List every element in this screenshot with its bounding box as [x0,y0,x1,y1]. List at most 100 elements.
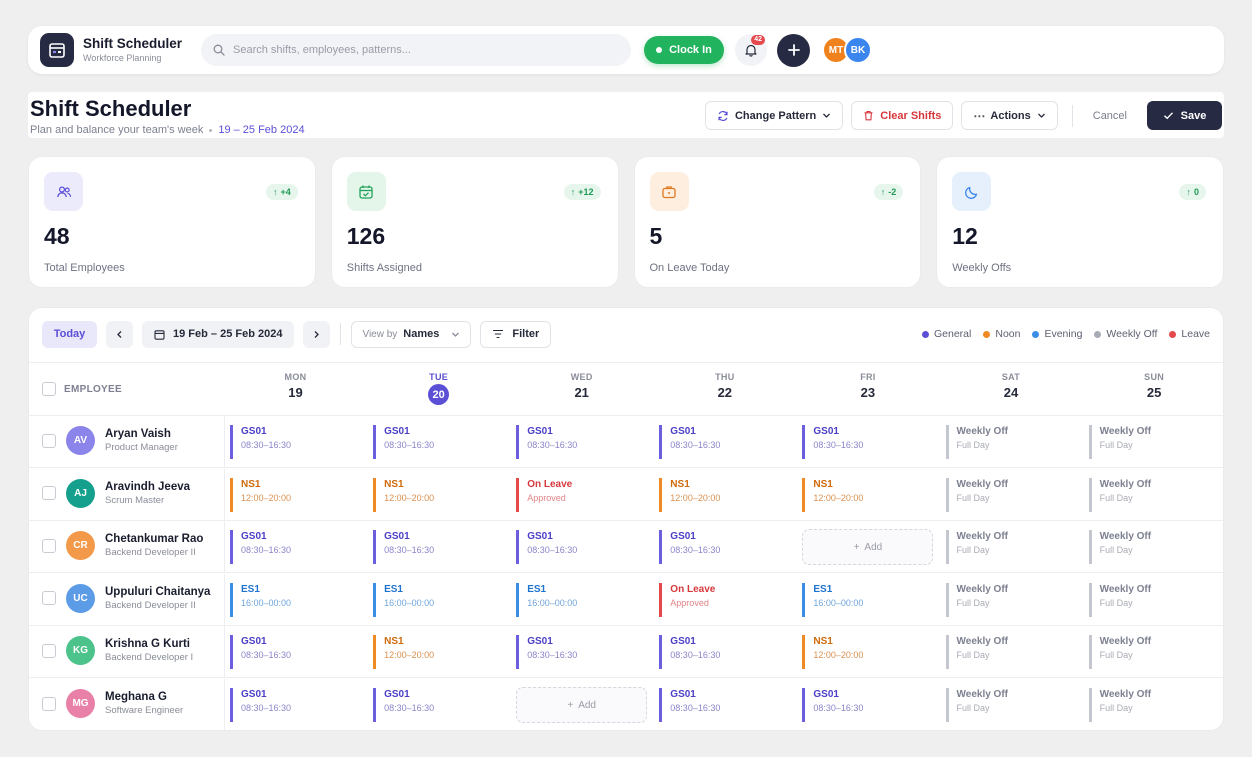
shift-cell[interactable]: GS01 08:30–16:30 [373,425,503,459]
employee-row: AV Aryan Vaish Product Manager GS01 08:30–16… [29,416,1223,468]
shift-cell[interactable]: GS01 08:30–16:30 [230,425,360,459]
search-box[interactable] [201,34,631,66]
today-button[interactable]: Today [42,320,97,348]
day-number: 20 [428,384,450,405]
save-button[interactable]: Save [1147,101,1222,130]
shift-code: Weekly Off [1099,531,1152,543]
change-pattern-button[interactable]: Change Pattern [704,101,844,130]
shift-cell[interactable]: GS01 08:30–16:30 [802,688,932,722]
filter-button[interactable]: Filter [480,320,552,348]
app-subtitle: Workforce Planning [83,53,162,63]
shift-cell[interactable]: GS01 08:30–16:30 [373,530,503,565]
row-checkbox[interactable] [42,433,56,448]
calendar-check-icon [346,172,386,211]
next-week-button[interactable] [303,320,331,348]
user-avatars: MT BK [822,36,872,64]
notifications-button[interactable]: 42 [735,34,767,66]
employee-info: Uppuluri Chaitanya Backend Developer II [105,585,210,612]
shift-cell[interactable]: Weekly Off Full Day [945,477,1076,512]
shift-cell[interactable]: Weekly Off Full Day [945,688,1076,722]
actions-button[interactable]: ⋯ Actions [961,101,1058,130]
shift-time: 08:30–16:30 [241,440,292,450]
row-checkbox[interactable] [42,696,56,711]
shift-cell[interactable]: Weekly Off Full Day [1088,688,1219,722]
shift-cell[interactable]: GS01 08:30–16:30 [659,688,789,722]
week-range: 19 – 25 Feb 2024 [218,124,305,136]
shift-time: 12:00–20:00 [384,650,435,661]
shift-code: NS1 [384,478,404,490]
clock-in-button[interactable]: Clock In [644,36,724,64]
shift-cell[interactable]: ES1 16:00–00:00 [373,582,503,617]
employee-name: Chetankumar Rao [105,533,204,546]
chevron-down-icon [823,113,831,118]
shift-cell[interactable]: NS1 12:00–20:00 [802,635,932,670]
date-range-picker[interactable]: 19 Feb – 25 Feb 2024 [142,320,295,348]
shift-cell[interactable]: Weekly Off Full Day [1088,635,1219,670]
shift-cell[interactable]: Weekly Off Full Day [945,425,1076,459]
row-checkbox[interactable] [42,486,56,501]
shift-code: NS1 [813,636,833,648]
shift-cell[interactable]: Weekly Off Full Day [1088,477,1219,512]
shift-cell[interactable]: ES1 16:00–00:00 [802,582,932,617]
shift-cell[interactable]: Weekly Off Full Day [1088,582,1219,617]
legend-label: Noon [995,328,1021,340]
grid-header: EMPLOYEE MON 19 TUE 20 WED 21 THU 22 FRI 23 SAT 24 S… [29,362,1223,416]
prev-week-button[interactable] [106,320,133,348]
avatar: AJ [66,478,95,508]
shift-time: 08:30–16:30 [813,440,864,450]
page-header: Shift Scheduler Plan and balance your te… [28,92,1224,138]
shift-cell[interactable]: GS01 08:30–16:30 [802,425,932,459]
shift-cell[interactable]: GS01 08:30–16:30 [230,530,360,565]
shift-cell[interactable]: NS1 12:00–20:00 [373,477,503,512]
shift-cell[interactable]: GS01 08:30–16:30 [516,425,646,459]
clear-shifts-button[interactable]: Clear Shifts [851,101,954,130]
shift-cell[interactable]: NS1 12:00–20:00 [373,635,503,670]
shift-time: 08:30–16:30 [527,650,578,661]
add-button[interactable] [777,33,810,67]
user-avatar[interactable]: MT [822,36,850,64]
shift-code: Weekly Off [1099,636,1152,648]
employee-row: KG Krishna G Kurti Backend Developer I GS01… [29,626,1223,679]
shift-cell[interactable]: Weekly Off Full Day [945,582,1076,617]
search-input[interactable] [233,44,593,56]
shift-cell[interactable]: ES1 16:00–00:00 [516,582,646,617]
day-name: SAT [1001,372,1021,382]
shift-cell[interactable]: GS01 08:30–16:30 [659,530,789,565]
shift-cell[interactable]: Weekly Off Full Day [1088,530,1219,565]
row-checkbox[interactable] [42,591,56,606]
employee-column-header: EMPLOYEE [42,382,122,396]
add-shift-slot[interactable]: + Add [516,687,648,723]
employee-info: Chetankumar Rao Backend Developer II [105,532,203,559]
shift-cell[interactable]: Weekly Off Full Day [1088,425,1219,459]
shift-time: Full Day [1099,492,1133,503]
shift-time: 16:00–00:00 [384,597,435,608]
shift-cell[interactable]: On Leave Approved [659,582,789,617]
select-all-checkbox[interactable] [42,382,56,396]
clock-in-label: Clock In [669,44,712,56]
shift-cell[interactable]: NS1 12:00–20:00 [802,477,932,512]
row-checkbox[interactable] [42,538,56,553]
shift-cell[interactable]: Weekly Off Full Day [945,635,1076,670]
shift-cell[interactable]: NS1 12:00–20:00 [659,477,789,512]
shift-cell[interactable]: GS01 08:30–16:30 [659,635,789,670]
legend-dot-icon [1094,330,1102,338]
shift-cell[interactable]: GS01 08:30–16:30 [373,688,503,722]
view-by-select[interactable]: View by Names [351,320,472,348]
cancel-button[interactable]: Cancel [1085,110,1147,122]
stat-delta-value: 0 [1193,187,1199,197]
day-header-thu: THU 22 [653,372,796,400]
shift-cell[interactable]: NS1 12:00–20:00 [230,477,360,512]
shift-cell[interactable]: GS01 08:30–16:30 [230,688,360,722]
row-checkbox[interactable] [42,643,56,658]
shift-cell[interactable]: Weekly Off Full Day [945,530,1076,565]
employee-name: Krishna G Kurti [105,638,190,651]
add-shift-slot[interactable]: + Add [802,529,934,566]
shift-cell[interactable]: GS01 08:30–16:30 [516,530,646,565]
stat-card: ↑ +4 48 Total Employees [28,156,316,288]
shift-cell[interactable]: ES1 16:00–00:00 [230,582,360,617]
shift-cell[interactable]: On Leave Approved [516,477,646,512]
shift-cell[interactable]: GS01 08:30–16:30 [230,635,360,670]
shift-cell[interactable]: GS01 08:30–16:30 [659,425,789,459]
shift-cell[interactable]: GS01 08:30–16:30 [516,635,646,670]
user-avatar[interactable]: BK [844,36,872,64]
